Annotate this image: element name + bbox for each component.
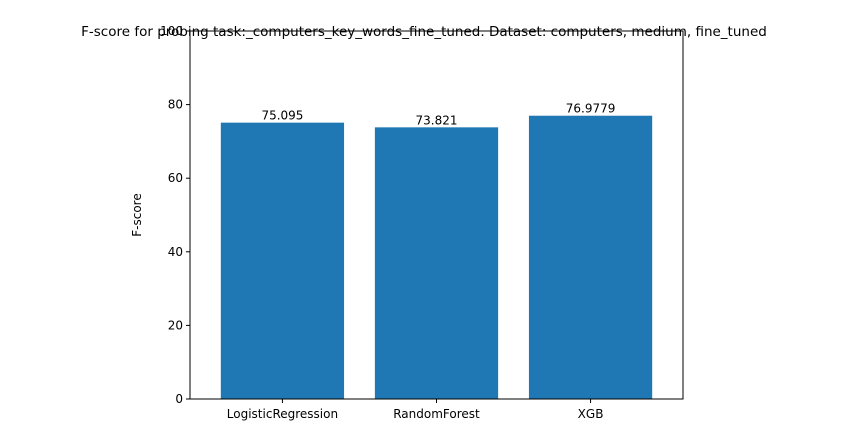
y-tick-label: 20 (168, 318, 183, 332)
y-tick-label: 80 (168, 98, 183, 112)
data-label-xgb: 76.9779 (566, 102, 616, 116)
y-tick-label: 0 (175, 392, 183, 406)
y-tick-label: 40 (168, 245, 183, 259)
y-tick-label: 60 (168, 171, 183, 185)
plot-frame (189, 30, 684, 400)
bars (220, 115, 653, 400)
y-axis-label: F-score (130, 193, 144, 236)
y-tick-label: 100 (160, 24, 183, 38)
y-axis: 0 20 40 60 80 100 (160, 24, 190, 406)
x-tick-label: LogisticRegression (227, 407, 338, 421)
x-axis: LogisticRegression RandomForest XGB (227, 399, 604, 421)
chart-title: F-score for probing task:_computers_key_… (81, 24, 767, 40)
x-tick-label: RandomForest (393, 407, 480, 421)
bar-randomforest (374, 127, 499, 400)
data-labels: 75.095 73.821 76.9779 (261, 102, 615, 128)
bar-xgb (528, 115, 653, 400)
data-label-logisticregression: 75.095 (261, 109, 303, 123)
bar-logisticregression (220, 122, 345, 400)
x-tick-label: XGB (578, 407, 604, 421)
data-label-randomforest: 73.821 (416, 113, 458, 127)
